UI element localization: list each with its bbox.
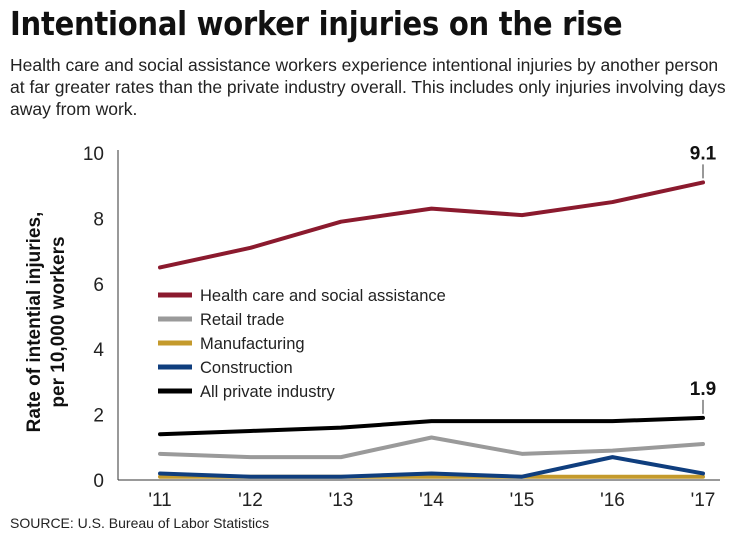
chart-subtitle: Health care and social assistance worker…	[10, 55, 726, 119]
x-tick-label: '12	[238, 490, 263, 511]
y-tick-label: 0	[93, 471, 104, 492]
y-tick-label: 8	[93, 209, 104, 230]
y-tick-label: 4	[93, 340, 104, 361]
series-line-retail-trade	[158, 435, 705, 460]
legend-label: All private industry	[200, 383, 336, 401]
y-tick-label: 10	[83, 144, 104, 165]
y-axis-label: Rate of intential injuries, per 10,000 wo…	[24, 212, 69, 433]
series-line-all-private-industry	[158, 415, 705, 437]
x-tick-label: '17	[691, 490, 716, 511]
legend-label: Retail trade	[200, 311, 284, 329]
source-note: SOURCE: U.S. Bureau of Labor Statistics	[10, 515, 270, 531]
legend-label: Construction	[200, 359, 293, 377]
series-line-construction	[158, 455, 705, 479]
x-tick-label: '13	[329, 490, 354, 511]
x-tick-label: '14	[419, 490, 444, 511]
series-line-health-care-and-social-assistance	[158, 180, 705, 270]
legend-label: Manufacturing	[200, 335, 305, 353]
y-tick-label: 6	[93, 275, 104, 296]
x-tick-label: '16	[600, 490, 625, 511]
y-tick-label: 2	[93, 406, 104, 427]
x-tick-label: '15	[510, 490, 535, 511]
legend-label: Health care and social assistance	[200, 287, 446, 305]
chart-title: Intentional worker injuries on the rise	[10, 4, 623, 43]
x-tick-label: '11	[148, 490, 171, 511]
data-label: 9.1	[690, 143, 717, 164]
data-label: 1.9	[690, 379, 716, 400]
